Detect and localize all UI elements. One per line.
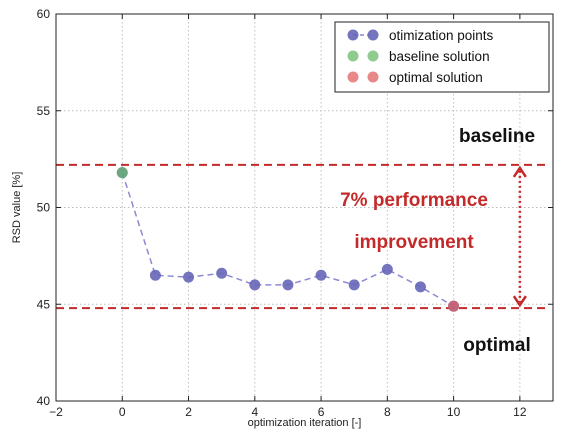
optimization-point (315, 269, 327, 281)
legend-items: otimization points baseline solution optim… (347, 28, 494, 85)
x-tick-label: 8 (384, 405, 391, 419)
legend-label: optimal solution (389, 70, 483, 85)
baseline-line-label: baseline (459, 126, 535, 147)
legend-marker-0a (347, 29, 359, 41)
axis-ticks: −2 0 2 4 6 8 10 12 40 45 50 55 60 (37, 7, 553, 419)
y-tick-label: 50 (37, 201, 51, 215)
optimization-point (249, 279, 261, 291)
optimization-point (348, 279, 360, 291)
data-points (116, 167, 460, 312)
x-tick-label: 2 (185, 405, 192, 419)
legend-label: baseline solution (389, 49, 490, 64)
y-tick-label: 55 (37, 104, 51, 118)
x-tick-label: 4 (251, 405, 258, 419)
legend-marker-1b (367, 50, 379, 62)
improvement-text-line2: improvement (354, 232, 474, 253)
legend-marker-2b (367, 71, 379, 83)
x-tick-label: 6 (318, 405, 325, 419)
x-tick-label: −2 (49, 405, 63, 419)
y-tick-label: 40 (37, 394, 51, 408)
legend-marker-2a (347, 71, 359, 83)
improvement-arrow-head-up (512, 165, 527, 178)
improvement-arrow-head-down (512, 295, 527, 308)
x-tick-label: 10 (447, 405, 461, 419)
reference-lines (56, 163, 545, 310)
optimization-point (282, 279, 294, 291)
improvement-annotation: baseline optimal 7% performance improvem… (340, 126, 535, 356)
y-tick-label: 60 (37, 7, 51, 21)
optimization-point (414, 281, 426, 293)
baseline-solution-point (116, 167, 128, 179)
legend-label: otimization points (389, 28, 494, 43)
optimization-point (216, 267, 228, 279)
legend-marker-0b (367, 29, 379, 41)
optimization-point (149, 269, 161, 281)
x-axis-label: optimization iteration [-] (248, 417, 362, 429)
optimization-point (381, 263, 393, 275)
x-tick-label: 12 (513, 405, 527, 419)
y-axis-label: RSD value [%] (11, 172, 23, 244)
optimization-point (183, 271, 195, 283)
legend: otimization points baseline solution optim… (334, 21, 550, 93)
legend-marker-1a (347, 50, 359, 62)
x-tick-label: 0 (119, 405, 126, 419)
improvement-text-line1: 7% performance (340, 190, 488, 211)
optimal-solution-point (448, 300, 460, 312)
y-tick-label: 45 (37, 297, 51, 311)
optimal-line-label: optimal (463, 335, 531, 356)
